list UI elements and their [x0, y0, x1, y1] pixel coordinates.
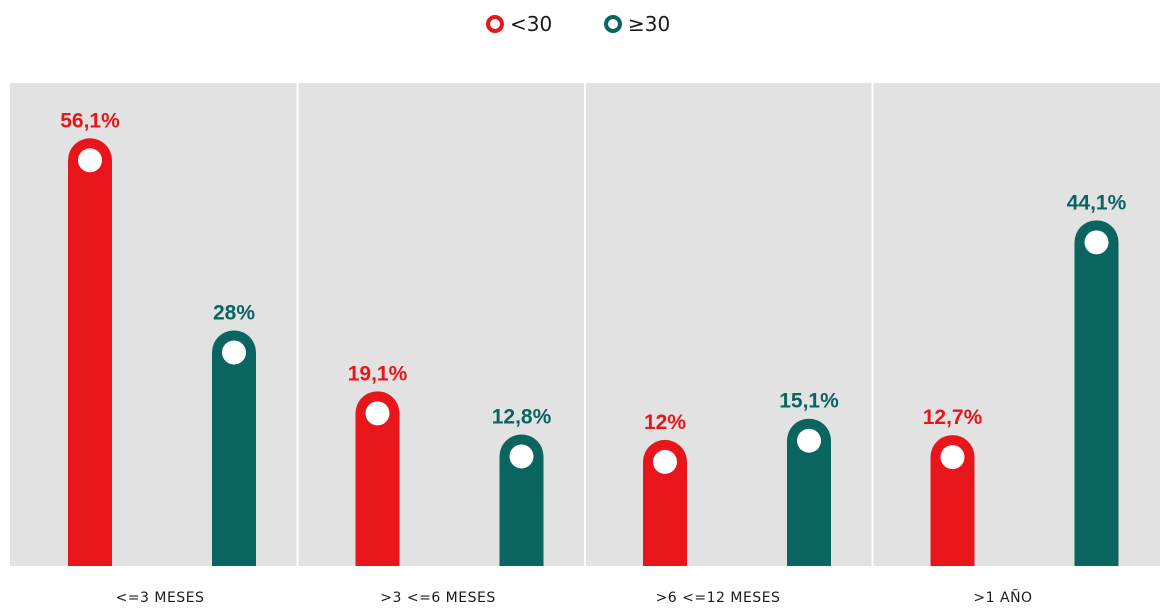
legend-label-lt30: <30 [510, 12, 553, 36]
data-label: 12,8% [492, 405, 552, 428]
bar-cap-dot [78, 148, 102, 173]
bar-cap-dot [653, 449, 677, 474]
bar [68, 160, 112, 566]
data-label: 12% [644, 411, 686, 434]
legend-item-lt30: <30 [486, 8, 552, 40]
legend: <30 ≥30 [0, 8, 1160, 40]
legend-marker-ge30 [604, 15, 622, 33]
bar [212, 352, 256, 566]
legend-item-ge30: ≥30 [604, 8, 670, 40]
legend-marker-lt30 [486, 15, 504, 33]
data-label: 44,1% [1067, 191, 1127, 214]
category-label-1: <=3 MESES [115, 590, 205, 606]
legend-label-ge30: ≥30 [628, 12, 671, 36]
category-label-2: >3 <=6 MESES [380, 590, 496, 606]
category-label-4: >1 AÑO [973, 590, 1033, 606]
data-label: 15,1% [779, 390, 839, 413]
bar-cap-dot [222, 340, 246, 365]
category-label-3: >6 <=12 MESES [655, 590, 781, 606]
bar-cap-dot [940, 445, 965, 470]
data-label: 12,7% [923, 406, 983, 429]
bar-cap-dot [509, 444, 534, 469]
data-label: 56,1% [60, 109, 120, 132]
bar-cap-dot [797, 428, 821, 453]
data-label: 28% [213, 301, 255, 324]
bar [1074, 242, 1119, 566]
bar [355, 413, 400, 566]
bar-cap-dot [365, 401, 390, 426]
data-label: 19,1% [348, 362, 408, 385]
bar-cap-dot [1084, 230, 1109, 255]
